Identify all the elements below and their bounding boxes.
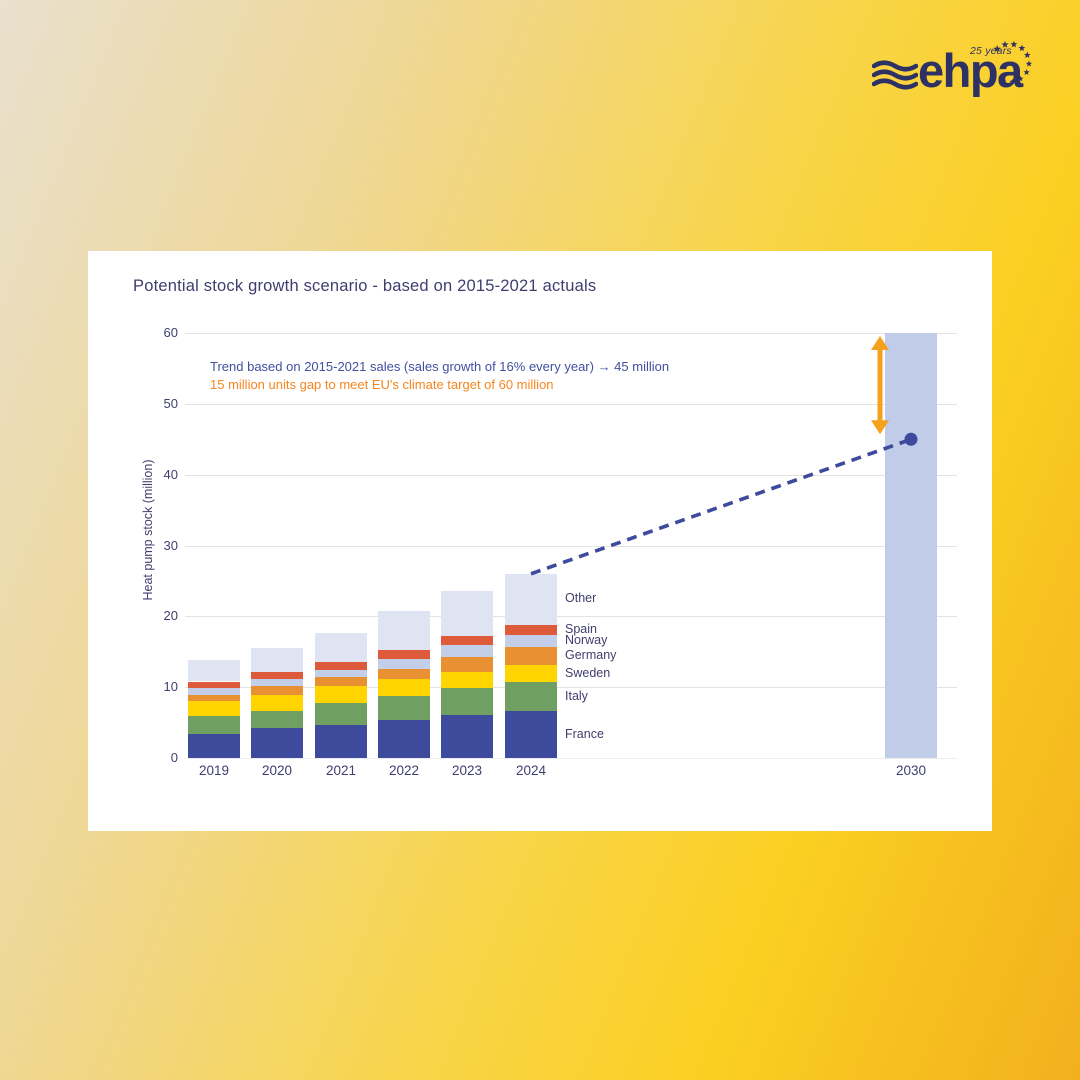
x-tick-label-2030: 2030 — [895, 763, 927, 778]
bar-segment-norway-2019 — [188, 687, 240, 695]
x-tick-label-2021: 2021 — [325, 763, 357, 778]
bar-segment-other-2019 — [188, 659, 240, 682]
bar-segment-france-2023 — [441, 714, 493, 758]
bar-segment-sweden-2020 — [251, 694, 303, 712]
bar-segment-italy-2022 — [378, 695, 430, 721]
gridline — [185, 758, 957, 759]
bar-segment-germany-2020 — [251, 686, 303, 695]
bar-segment-sweden-2023 — [441, 671, 493, 688]
eu-star — [993, 45, 1001, 52]
bar-segment-germany-2021 — [315, 677, 367, 687]
bar-segment-germany-2023 — [441, 656, 493, 672]
gap-arrowhead-up — [871, 336, 889, 350]
eu-star — [1023, 69, 1030, 75]
trend-endpoint-dot — [904, 432, 918, 446]
y-tick-label: 60 — [163, 325, 178, 340]
bar-segment-sweden-2022 — [378, 678, 430, 696]
gridline — [185, 474, 957, 476]
legend-label-germany: Germany — [565, 648, 617, 662]
eu-star — [1000, 77, 1007, 84]
chart-card: Potential stock growth scenario - based … — [88, 251, 992, 831]
trend-dashed-line — [530, 439, 908, 576]
bar-segment-france-2024 — [505, 711, 557, 758]
chart-title: Potential stock growth scenario - based … — [133, 277, 597, 295]
gap-arrowhead-down — [871, 420, 889, 435]
gridline — [185, 403, 957, 405]
eu-star — [1010, 40, 1018, 48]
bar-segment-norway-2024 — [505, 635, 557, 647]
logo-wordmark: ehpa — [918, 44, 1023, 97]
y-tick-label: 20 — [163, 608, 178, 624]
eu-star — [1025, 60, 1033, 67]
y-tick-label: 30 — [163, 537, 178, 553]
eu-star — [1018, 44, 1026, 52]
x-tick-label-2024: 2024 — [515, 763, 547, 778]
bar-segment-france-2021 — [315, 724, 367, 758]
bar-segment-other-2021 — [315, 632, 367, 662]
bar-segment-sweden-2021 — [315, 686, 367, 703]
logo-tagline: 25 years — [970, 45, 1012, 57]
bar-segment-norway-2023 — [441, 645, 493, 657]
gridline — [185, 616, 957, 618]
bar-segment-spain-2022 — [378, 649, 430, 659]
x-tick-label-2022: 2022 — [388, 763, 420, 778]
bar-segment-france-2019 — [188, 733, 240, 758]
legend-label-france: France — [565, 726, 604, 741]
y-tick-label: 50 — [163, 395, 178, 411]
gridline — [185, 545, 957, 547]
bar-segment-germany-2024 — [505, 646, 557, 666]
y-tick-label: 10 — [163, 679, 178, 695]
plot-area: Heat pump stock (million) Trend based on… — [88, 251, 992, 831]
legend-label-sweden: Sweden — [565, 665, 611, 680]
target-bar-2030 — [885, 333, 937, 758]
legend-label-italy: Italy — [565, 688, 588, 703]
x-tick-label-2020: 2020 — [261, 763, 293, 778]
eu-star — [1001, 40, 1009, 48]
bar-segment-other-2023 — [441, 590, 493, 637]
bar-segment-spain-2019 — [188, 681, 240, 688]
bar-segment-sweden-2024 — [505, 665, 557, 683]
eu-stars-icon — [993, 40, 1033, 85]
waves-icon — [872, 60, 918, 90]
annotation-trend: Trend based on 2015-2021 sales (sales gr… — [210, 359, 670, 374]
bar-segment-italy-2024 — [505, 682, 557, 712]
bar-segment-norway-2021 — [315, 670, 367, 678]
bar-segment-spain-2024 — [505, 624, 557, 636]
bar-segment-spain-2021 — [315, 661, 367, 671]
x-tick-label-2019: 2019 — [198, 763, 230, 778]
bar-segment-spain-2023 — [441, 636, 493, 646]
gridline — [185, 687, 957, 689]
legend-label-norway: Norway — [565, 633, 608, 648]
eu-star — [1009, 78, 1016, 85]
trend-overlay — [530, 336, 918, 576]
bar-segment-italy-2019 — [188, 716, 240, 734]
bar-segment-other-2024 — [505, 573, 557, 625]
bar-segment-norway-2020 — [251, 678, 303, 687]
gridline — [185, 333, 957, 334]
bar-segment-germany-2019 — [188, 694, 240, 702]
bar-segment-spain-2020 — [251, 671, 303, 679]
y-tick-label: 40 — [163, 466, 178, 482]
bar-segment-norway-2022 — [378, 658, 430, 669]
bar-segment-other-2020 — [251, 647, 303, 672]
x-tick-label-2023: 2023 — [451, 763, 483, 778]
legend-label-other: Other — [565, 591, 597, 606]
bar-segment-germany-2022 — [378, 668, 430, 679]
bar-segment-france-2022 — [378, 720, 430, 758]
bar-segment-other-2022 — [378, 611, 430, 650]
bar-segment-italy-2021 — [315, 702, 367, 725]
ehpa-logo: ehpa 25 years — [870, 34, 1045, 100]
eu-star — [1024, 51, 1031, 58]
bar-segment-sweden-2019 — [188, 701, 240, 717]
bar-segment-italy-2020 — [251, 711, 303, 728]
y-tick-label: 0 — [170, 750, 178, 765]
bar-segment-italy-2023 — [441, 687, 493, 715]
annotation-gap: 15 million units gap to meet EU's climat… — [210, 377, 554, 392]
eu-star — [1017, 75, 1024, 82]
legend-label-spain: Spain — [565, 622, 597, 637]
bar-segment-france-2020 — [251, 727, 303, 758]
